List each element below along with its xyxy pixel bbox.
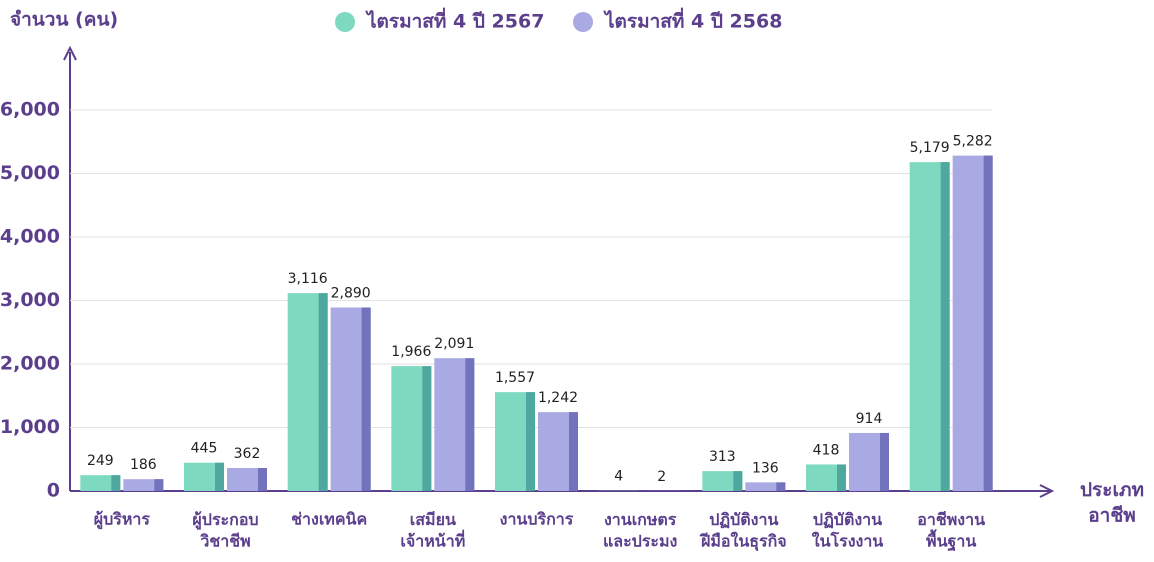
value-label: 418	[813, 442, 840, 458]
bar-side	[733, 471, 743, 491]
bar-side	[940, 162, 950, 492]
value-label: 5,179	[910, 140, 950, 156]
x-axis-label: ประเภทอาชีพ	[1080, 479, 1144, 527]
x-arrow	[1039, 484, 1055, 498]
value-label: 914	[856, 411, 883, 427]
value-label: 313	[709, 449, 736, 465]
y-tick-label: 1,000	[0, 416, 60, 438]
x-tick-label: เสมียนเจ้าหน้าที่	[400, 510, 465, 551]
bar-side	[776, 482, 786, 491]
bar-side	[111, 475, 121, 491]
value-label: 136	[752, 460, 779, 476]
x-tick-label: ผู้ประกอบวิชาชีพ	[192, 510, 258, 551]
bar	[80, 475, 121, 491]
value-label: 2	[657, 469, 666, 485]
value-label: 1,557	[495, 370, 535, 386]
y-tick-label: 4,000	[0, 226, 60, 248]
bar-side	[258, 468, 267, 491]
bar-side	[318, 293, 328, 491]
legend-swatch	[335, 12, 355, 32]
value-label: 249	[87, 453, 114, 469]
legend-label: ไตรมาสที่ 4 ปี 2567	[365, 8, 544, 33]
y-tick-label: 5,000	[0, 162, 60, 184]
bar	[227, 468, 267, 491]
y-tick-label: 0	[47, 480, 60, 502]
bar-side	[837, 464, 846, 491]
bar-side	[569, 412, 578, 491]
bar	[745, 482, 786, 491]
legend-swatch	[573, 12, 593, 32]
value-label: 362	[234, 446, 261, 462]
x-tick-label: งานบริการ	[500, 510, 574, 529]
x-tick-label: อาชีพงานพื้นฐาน	[917, 510, 985, 552]
bar-side	[215, 462, 224, 491]
value-label: 1,242	[538, 390, 578, 406]
value-label: 4	[614, 469, 623, 485]
bar-side	[465, 358, 475, 491]
value-label: 445	[191, 441, 218, 457]
value-label: 3,116	[288, 271, 328, 287]
x-tick-label: งานเกษตรและประมง	[603, 510, 677, 551]
x-tick-label: ปฏิบัติงานฝีมือในธุรกิจ	[699, 510, 787, 552]
value-label: 1,966	[391, 344, 431, 360]
bar-side	[154, 479, 164, 491]
x-tick-label: ช่างเทคนิค	[291, 510, 367, 529]
bar-side	[422, 366, 432, 491]
value-label: 2,890	[331, 285, 371, 301]
y-tick-label: 2,000	[0, 353, 60, 375]
bar	[123, 479, 164, 491]
bar-side	[526, 392, 535, 491]
value-label: 2,091	[434, 336, 474, 352]
bar-side	[880, 432, 889, 491]
bar	[702, 471, 743, 491]
y-axis-label: จำนวน (คน)	[10, 9, 118, 31]
x-tick-label: ผู้บริหาร	[94, 510, 151, 531]
y-tick-label: 6,000	[0, 99, 60, 121]
y-arrow	[63, 45, 77, 61]
x-tick-label: ปฏิบัติงานในโรงงาน	[812, 510, 884, 551]
value-label: 186	[130, 457, 157, 473]
bar-side	[361, 307, 371, 491]
y-tick-label: 3,000	[0, 289, 60, 311]
legend-label: ไตรมาสที่ 4 ปี 2568	[603, 8, 782, 33]
value-label: 5,282	[953, 134, 993, 150]
bar-side	[983, 155, 993, 491]
